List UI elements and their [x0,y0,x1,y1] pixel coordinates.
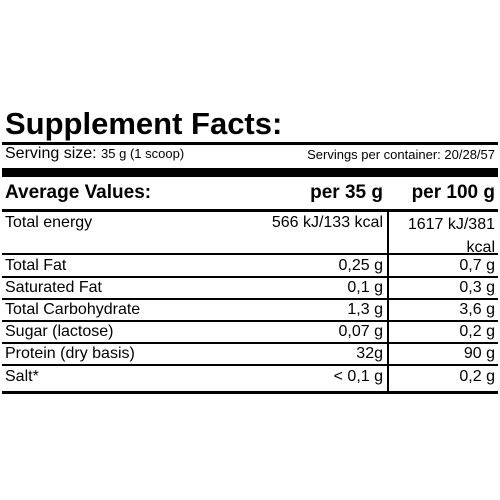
row-per35: < 0,1 g [333,368,383,385]
row-per35: 0,07 g [338,323,383,340]
table-bottom-rule [2,391,498,394]
serving-size-label: Serving size: [5,145,97,162]
row-per100: 0,7 g [459,257,495,274]
serving-size-value: 35 g (1 scoop) [101,146,185,161]
row-divider [2,320,498,322]
row-name: Total energy [5,214,93,231]
serving-size: Serving size: 35 g (1 scoop) [5,145,184,163]
row-name: Saturated Fat [5,279,102,296]
table-row: Total energy 566 kJ/133 kcal 1617 kJ/381… [5,213,495,257]
row-per100: 0,3 g [459,279,495,296]
row-name: Total Carbohydrate [5,301,141,318]
row-name: Sugar (lactose) [5,323,114,340]
servings-per-container: Servings per container: 20/28/57 [307,147,495,162]
row-divider [2,298,498,300]
row-divider [2,342,498,344]
row-per35: 32g [356,345,383,362]
header-average-values: Average Values: [5,182,152,203]
row-per35: 566 kJ/133 kcal [271,214,383,231]
row-per100: 1617 kJ/381 kcal [407,216,495,256]
row-per100: 90 g [463,345,495,362]
row-divider [2,276,498,278]
row-name: Total Fat [5,257,67,274]
column-separator-1b [388,211,389,394]
serving-info: Serving size: 35 g (1 scoop) Servings pe… [5,145,495,167]
title-divider [2,142,498,145]
row-divider [2,253,498,255]
row-per35: 0,25 g [338,257,383,274]
row-divider [2,364,498,366]
row-per100: 0,2 g [459,323,495,340]
header-per-35g: per 35 g [310,182,383,203]
row-name: Protein (dry basis) [5,345,135,362]
row-per100: 0,2 g [459,368,495,385]
label-title: Supplement Facts: [5,106,283,141]
header-divider [2,209,498,212]
row-per100: 3,6 g [459,301,495,318]
row-per35: 1,3 g [347,301,383,318]
row-per35: 0,1 g [347,279,383,296]
header-per-100g: per 100 g [411,182,495,203]
row-name: Salt* [5,368,39,385]
column-separator-1 [387,211,388,394]
table-header: Average Values: per 35 g per 100 g [5,182,495,208]
serving-divider [2,168,498,177]
